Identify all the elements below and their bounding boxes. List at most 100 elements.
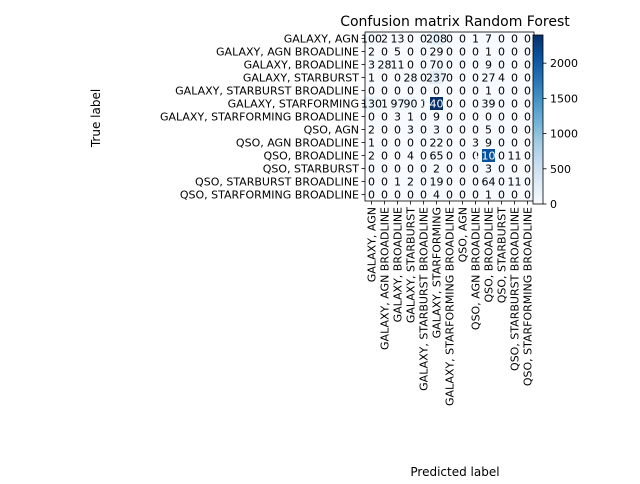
cell-value-labels: 100 2 13 0 0 208 0 0 1 7 0 0 02 0 5 0 0 29 0 0 0 1 0 0 03 28 11 0 0 7… (361, 33, 531, 202)
cell-value-label: 39 (482, 98, 496, 111)
heatmap-cell (365, 162, 378, 175)
cell-value-label: 3 (407, 124, 414, 137)
cell-value-label: 28 (378, 59, 392, 72)
cell-value-label: 0 (459, 72, 466, 85)
heatmap-cell (443, 149, 456, 162)
cell-value-label: 0 (446, 46, 453, 59)
heatmap-cell (391, 175, 404, 188)
heatmap-cell (430, 188, 443, 201)
cell-value-label: 0 (420, 85, 427, 98)
heatmap-cell (508, 175, 521, 188)
x-axis-label: Predicted label (410, 465, 499, 479)
cell-value-label: 0 (420, 163, 427, 176)
cell-value-label: 0 (498, 137, 505, 150)
heatmap-cell (521, 58, 534, 71)
heatmap-cell (482, 188, 495, 201)
cell-value-label: 1 (407, 111, 414, 124)
heatmap-cell (482, 71, 495, 84)
cell-value-label: 3 (433, 124, 440, 137)
y-tick-label: QSO, AGN BROADLINE (236, 137, 359, 150)
colorbar-tick-label: 500 (550, 163, 571, 176)
heatmap-cell (469, 84, 482, 97)
heatmap-cell (443, 188, 456, 201)
cell-value-label: 4 (407, 150, 414, 163)
heatmap-cell (378, 136, 391, 149)
cell-value-label: 1 (368, 72, 375, 85)
cell-value-label: 0 (446, 124, 453, 137)
cell-value-label: 2 (433, 163, 440, 176)
cell-value-label: 0 (472, 150, 479, 163)
heatmap-cell (443, 110, 456, 123)
cell-value-label: 97 (391, 98, 405, 111)
cell-value-label: 0 (381, 72, 388, 85)
cell-value-label: 11 (508, 176, 522, 189)
cell-value-label: 5 (394, 46, 401, 59)
y-tick-label: GALAXY, AGN BROADLINE (216, 46, 359, 59)
cell-value-label: 22 (430, 137, 444, 150)
cell-value-label: 9 (433, 111, 440, 124)
x-tick-label: QSO, BROADLINE (483, 207, 496, 303)
cell-value-label: 0 (381, 137, 388, 150)
colorbar-tick-label: 2000 (550, 57, 578, 70)
cell-value-label: 0 (394, 137, 401, 150)
cell-value-label: 0 (446, 176, 453, 189)
heatmap-cell (378, 110, 391, 123)
cell-value-label: 237 (426, 72, 447, 85)
cell-value-label: 0 (407, 59, 414, 72)
heatmap-cell (521, 162, 534, 175)
heatmap-cell (404, 188, 417, 201)
heatmap-cell (378, 58, 391, 71)
cell-value-label: 0 (511, 98, 518, 111)
colorbar-tick-label: 1000 (550, 128, 578, 141)
heatmap-cell (495, 110, 508, 123)
cell-value-label: 0 (420, 124, 427, 137)
cell-value-label: 0 (524, 124, 531, 137)
heatmap-cell (495, 175, 508, 188)
cell-value-label: 0 (420, 150, 427, 163)
cell-value-label: 0 (524, 137, 531, 150)
colorbar-tick-label: 1500 (550, 92, 578, 105)
y-tick-label: QSO, AGN (304, 124, 359, 137)
cell-value-label: 3 (485, 163, 492, 176)
heatmap-cell (391, 149, 404, 162)
cell-value-label: 0 (407, 46, 414, 59)
heatmap-cell (365, 97, 378, 110)
cell-value-label: 0 (368, 85, 375, 98)
cell-value-label: 0 (498, 163, 505, 176)
heatmap-cell (443, 71, 456, 84)
heatmap-cell (508, 84, 521, 97)
cell-value-label: 3 (368, 59, 375, 72)
cell-value-label: 9 (485, 59, 492, 72)
heatmap-cell (469, 123, 482, 136)
cell-value-label: 0 (524, 72, 531, 85)
heatmap-cell (495, 97, 508, 110)
cell-value-label: 1 (485, 46, 492, 59)
heatmap-cell (469, 71, 482, 84)
heatmap-cell (430, 136, 443, 149)
cell-value-label: 0 (459, 59, 466, 72)
heatmap-cell (469, 149, 482, 162)
x-tick-label: GALAXY, STARFORMING BROADLINE (444, 207, 457, 406)
cell-value-label: 0 (472, 124, 479, 137)
heatmap-cell (521, 123, 534, 136)
heatmap-cell (456, 84, 469, 97)
cell-value-label: 0 (394, 163, 401, 176)
heatmap-cell (404, 149, 417, 162)
cell-value-label: 0 (511, 72, 518, 85)
heatmap-cell (508, 97, 521, 110)
cell-value-label: 0 (459, 33, 466, 46)
cell-value-label: 0 (498, 189, 505, 202)
cell-value-label: 9 (485, 137, 492, 150)
cell-value-label: 0 (407, 163, 414, 176)
cell-value-label: 0 (381, 85, 388, 98)
heatmap-cell (417, 188, 430, 201)
heatmap-cell (391, 110, 404, 123)
heatmap-cell (404, 84, 417, 97)
heatmap-cell (495, 45, 508, 58)
cell-value-label: 2 (368, 124, 375, 137)
heatmap-cell (456, 97, 469, 110)
cell-value-label: 0 (524, 176, 531, 189)
heatmap-cell (430, 45, 443, 58)
cell-value-label: 0 (524, 33, 531, 46)
